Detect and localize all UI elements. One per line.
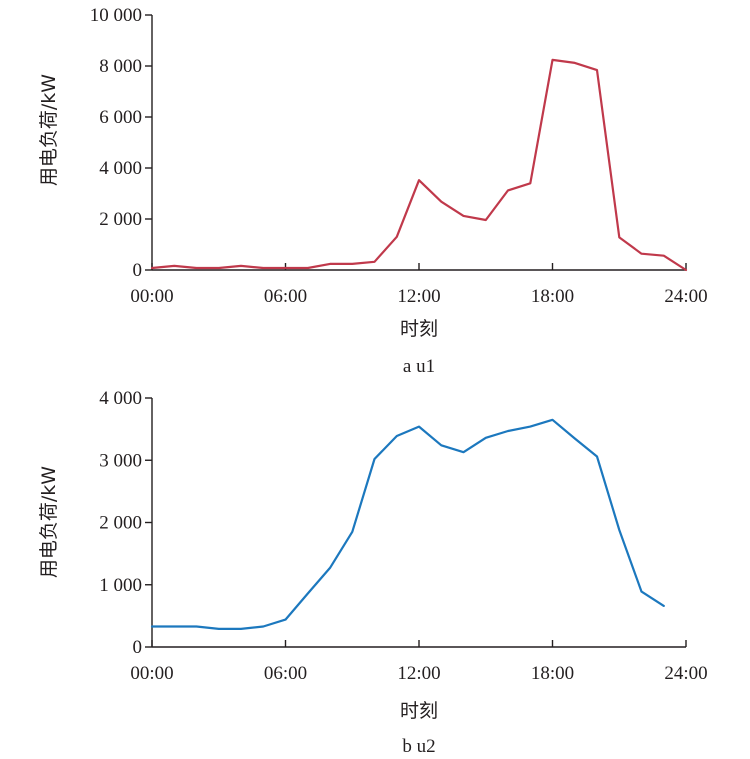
chart-a-y-tick-label: 4 000 [99,158,142,179]
chart-a-x-tick-label: 18:00 [531,286,574,307]
chart-b-x-axis-title: 时刻 [400,700,438,722]
chart-a-y-tick-label: 8 000 [99,56,142,77]
chart-a-series-line [150,58,688,272]
chart-b-x-tick-label: 18:00 [531,663,574,684]
chart-a-x-tick-label: 24:00 [664,286,707,307]
chart-b-y-tick-label: 4 000 [99,388,142,409]
chart-a-y-tick-label: 10 000 [90,5,142,26]
chart-b-x-tick-label: 24:00 [664,663,707,684]
chart-a-y-axis-title: 用电负荷/kW [38,74,60,186]
chart-a-y-tick-label: 0 [133,260,143,281]
chart-a-y-tick-label: 2 000 [99,209,142,230]
chart-b-y-tick-label: 1 000 [99,575,142,596]
chart-b-x-tick-label: 12:00 [397,663,440,684]
chart-a-x-tick-label: 06:00 [264,286,307,307]
chart-b-x-tick-label: 00:00 [130,663,173,684]
chart-a: 0 2 000 4 000 6 000 8 000 10 000 00:00 06:00 12:… [38,5,708,377]
chart-a-y-tick-label: 6 000 [99,107,142,128]
chart-a-caption: a u1 [403,356,435,377]
chart-b-y-axis-title: 用电负荷/kW [38,466,60,578]
chart-a-x-tick-label: 00:00 [130,286,173,307]
chart-b: 0 1 000 2 000 3 000 4 000 00:00 06:00 12:00 18:0… [38,388,708,757]
chart-b-y-tick-label: 3 000 [99,450,142,471]
chart-b-y-tick-label: 0 [133,637,143,658]
chart-b-y-tick-label: 2 000 [99,513,142,534]
chart-b-plot: 0 1 000 2 000 3 000 4 000 00:00 06:00 12:00 18:0… [99,388,707,684]
chart-a-x-tick-label: 12:00 [397,286,440,307]
chart-a-plot: 0 2 000 4 000 6 000 8 000 10 000 00:00 06:00 12:… [90,5,708,307]
chart-b-x-tick-label: 06:00 [264,663,307,684]
chart-a-x-axis-title: 时刻 [400,318,438,340]
chart-b-series-line [150,418,665,631]
chart-b-caption: b u2 [402,736,435,757]
